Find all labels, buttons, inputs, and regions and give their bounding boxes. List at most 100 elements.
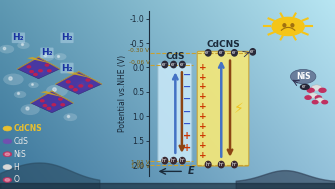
Text: −: −	[183, 106, 191, 116]
Circle shape	[218, 161, 224, 168]
Circle shape	[290, 69, 316, 84]
Circle shape	[305, 96, 311, 99]
Circle shape	[0, 45, 14, 53]
Text: +: +	[199, 73, 206, 82]
Circle shape	[27, 66, 30, 68]
Circle shape	[37, 68, 50, 76]
Circle shape	[205, 161, 211, 168]
Text: H₂: H₂	[61, 33, 73, 42]
Text: +: +	[199, 151, 206, 160]
Circle shape	[231, 50, 237, 56]
Text: ●: ●	[281, 22, 286, 27]
Text: e⁻: e⁻	[231, 50, 238, 55]
Text: h⁺: h⁺	[171, 158, 177, 163]
Circle shape	[309, 93, 318, 98]
Circle shape	[66, 81, 70, 83]
Text: e⁻: e⁻	[250, 49, 256, 54]
Circle shape	[3, 126, 12, 131]
Circle shape	[250, 49, 256, 55]
Circle shape	[171, 61, 177, 68]
Circle shape	[315, 96, 322, 99]
Polygon shape	[31, 91, 73, 113]
Circle shape	[73, 89, 77, 91]
Circle shape	[54, 53, 66, 60]
Text: −: −	[183, 119, 191, 129]
Polygon shape	[66, 72, 102, 82]
Text: +: +	[199, 141, 206, 150]
Polygon shape	[56, 72, 102, 94]
Y-axis label: Potential vs.NHE (V): Potential vs.NHE (V)	[118, 55, 127, 132]
Text: −: −	[183, 70, 191, 80]
Text: H: H	[13, 163, 19, 172]
Circle shape	[205, 50, 211, 56]
Text: H₂: H₂	[13, 33, 24, 42]
Circle shape	[300, 84, 309, 89]
Circle shape	[48, 70, 51, 72]
Text: h⁺: h⁺	[162, 158, 168, 163]
Text: e⁻: e⁻	[162, 62, 168, 67]
Circle shape	[28, 82, 39, 88]
Text: +: +	[199, 102, 206, 111]
Text: +: +	[199, 112, 206, 121]
Circle shape	[180, 61, 185, 68]
Circle shape	[14, 91, 26, 98]
Circle shape	[86, 79, 90, 81]
Text: h⁺: h⁺	[218, 162, 224, 167]
Circle shape	[3, 152, 12, 157]
Circle shape	[5, 153, 10, 156]
Circle shape	[218, 50, 224, 56]
Circle shape	[34, 74, 37, 75]
Text: E: E	[187, 166, 194, 176]
Text: +: +	[199, 92, 206, 101]
Circle shape	[3, 74, 23, 85]
Text: CdS: CdS	[13, 137, 28, 146]
Text: -0.30 V: -0.30 V	[128, 48, 149, 53]
Text: h⁺: h⁺	[231, 162, 238, 167]
Text: CdS: CdS	[165, 52, 185, 61]
Text: e⁻: e⁻	[205, 50, 211, 55]
Circle shape	[171, 157, 177, 164]
Circle shape	[322, 101, 328, 104]
Text: ⚡: ⚡	[234, 102, 244, 116]
Text: -0.06 V: -0.06 V	[129, 60, 149, 65]
FancyBboxPatch shape	[158, 63, 192, 162]
Circle shape	[76, 81, 91, 89]
Circle shape	[312, 101, 318, 104]
Polygon shape	[40, 91, 73, 101]
Circle shape	[43, 105, 47, 107]
Circle shape	[30, 71, 33, 73]
Circle shape	[319, 88, 326, 92]
Circle shape	[162, 61, 168, 68]
Text: O: O	[13, 175, 19, 184]
Circle shape	[5, 179, 10, 181]
Text: NiS: NiS	[13, 150, 26, 159]
Circle shape	[41, 100, 44, 102]
Circle shape	[231, 161, 237, 168]
Text: CdCNS: CdCNS	[206, 40, 240, 49]
Text: +: +	[199, 131, 206, 140]
Text: +: +	[199, 122, 206, 130]
Circle shape	[47, 108, 51, 109]
Text: −: −	[183, 94, 191, 104]
Text: ●: ●	[290, 22, 295, 27]
Polygon shape	[17, 57, 60, 79]
Circle shape	[69, 86, 73, 88]
Circle shape	[307, 88, 314, 92]
Circle shape	[311, 85, 322, 91]
Text: +: +	[199, 63, 206, 72]
Circle shape	[79, 85, 83, 87]
Circle shape	[40, 53, 54, 61]
Circle shape	[61, 104, 64, 106]
Circle shape	[21, 104, 40, 115]
Circle shape	[45, 64, 49, 66]
Circle shape	[316, 98, 324, 103]
Text: +: +	[183, 131, 191, 141]
Text: −: −	[183, 82, 191, 92]
Text: e⁻: e⁻	[171, 62, 177, 67]
FancyBboxPatch shape	[197, 51, 249, 166]
Text: CdCNS: CdCNS	[13, 124, 42, 133]
Text: h⁺: h⁺	[179, 158, 185, 163]
Circle shape	[3, 165, 12, 170]
Circle shape	[272, 17, 304, 36]
Text: h⁺: h⁺	[205, 162, 211, 167]
